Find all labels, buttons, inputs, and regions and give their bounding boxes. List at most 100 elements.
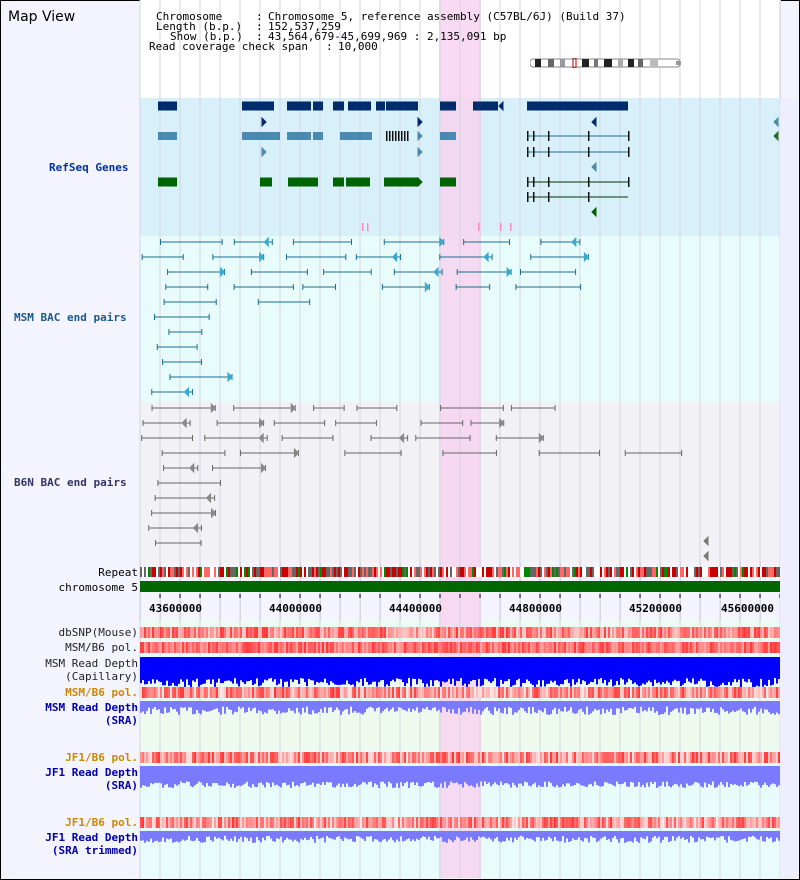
heat-strip — [452, 752, 454, 763]
repeat-mark — [742, 567, 744, 577]
heat-strip — [656, 687, 658, 698]
heat-strip — [480, 817, 482, 828]
heat-strip — [426, 817, 428, 828]
depth-bar — [306, 701, 308, 707]
track-label-msm-bac[interactable]: MSM BAC end pairs — [14, 311, 127, 324]
heat-strip — [636, 687, 638, 698]
track-label-b6n-bac[interactable]: B6N BAC end pairs — [14, 476, 127, 489]
heat-strip — [574, 817, 576, 828]
heat-strip — [484, 752, 486, 763]
depth-bar — [542, 831, 544, 838]
depth-bar — [148, 701, 150, 708]
heat-strip — [260, 642, 262, 653]
heat-strip — [732, 627, 734, 638]
depth-bar — [632, 766, 634, 783]
heat-strip — [622, 817, 624, 828]
repeat-mark — [386, 567, 388, 577]
heat-strip — [758, 627, 760, 638]
depth-bar — [254, 701, 256, 708]
heat-strip — [578, 687, 580, 698]
repeat-mark — [162, 567, 164, 577]
track-label-refseq[interactable]: RefSeq Genes — [49, 161, 129, 174]
repeat-mark — [690, 567, 692, 577]
heat-strip — [636, 817, 638, 828]
depth-bar — [674, 831, 676, 841]
depth-bar — [620, 831, 622, 839]
heat-strip — [268, 817, 270, 828]
depth-bar — [452, 831, 454, 843]
depth-bar — [588, 831, 590, 843]
heat-strip — [338, 627, 340, 638]
depth-bar — [670, 701, 672, 712]
heat-strip — [720, 687, 722, 698]
track-label-jf1-depth-1[interactable]: JF1 Read Depth — [45, 766, 138, 779]
heat-strip — [202, 642, 204, 653]
depth-bar — [442, 766, 444, 788]
heat-strip — [154, 627, 156, 638]
heat-strip — [668, 627, 670, 638]
strand-arrow — [591, 161, 597, 173]
track-label-jf1-b6-pol-2[interactable]: JF1/B6 pol. — [65, 816, 138, 829]
heat-strip — [664, 817, 666, 828]
heat-strip — [304, 687, 306, 698]
heat-strip — [528, 627, 530, 638]
track-label-msm-depth-cap[interactable]: MSM Read Depth — [45, 657, 138, 670]
depth-bar — [382, 657, 384, 680]
heat-strip — [494, 817, 496, 828]
track-label-jf1-b6-pol-1[interactable]: JF1/B6 pol. — [65, 751, 138, 764]
heat-strip — [656, 627, 658, 638]
heat-strip — [444, 687, 446, 698]
heat-strip — [388, 642, 390, 653]
heat-strip — [292, 627, 294, 638]
track-label-msm-b6-pol[interactable]: MSM/B6 pol. — [65, 641, 138, 654]
depth-bar — [576, 657, 578, 683]
heat-strip — [186, 642, 188, 653]
depth-bar — [300, 831, 302, 839]
depth-bar — [704, 766, 706, 783]
track-label-msm-b6-pol-sra[interactable]: MSM/B6 pol. — [65, 686, 138, 699]
heat-strip — [540, 752, 542, 763]
depth-bar — [580, 701, 582, 709]
depth-bar — [552, 701, 554, 710]
heat-strip — [462, 687, 464, 698]
depth-bar — [716, 701, 718, 713]
heat-strip — [368, 752, 370, 763]
heat-strip — [478, 752, 480, 763]
heat-strip — [246, 687, 248, 698]
track-label-dbsnp[interactable]: dbSNP(Mouse) — [58, 626, 138, 639]
heat-strip — [412, 752, 414, 763]
heat-strip — [608, 817, 610, 828]
heat-strip — [150, 642, 152, 653]
repeat-mark — [226, 567, 228, 577]
heat-strip — [394, 752, 396, 763]
depth-bar — [664, 701, 666, 713]
depth-bar — [156, 701, 158, 711]
chromosome-ideogram[interactable] — [529, 53, 682, 69]
heat-strip — [454, 687, 456, 698]
track-label-jf1-depth-2[interactable]: JF1 Read Depth — [45, 831, 138, 844]
depth-bar — [514, 766, 516, 786]
repeat-mark — [212, 567, 214, 577]
heat-strip — [490, 752, 492, 763]
depth-bar — [696, 831, 698, 842]
heat-strip — [658, 627, 660, 638]
depth-bar — [514, 657, 516, 685]
depth-bar — [254, 831, 256, 843]
heat-strip — [732, 687, 734, 698]
depth-bar — [142, 831, 144, 841]
heat-strip — [674, 642, 676, 653]
heat-strip — [728, 752, 730, 763]
repeat-mark — [282, 567, 284, 577]
heat-strip — [614, 627, 616, 638]
heat-strip — [730, 627, 732, 638]
track-label-msm-depth-sra[interactable]: MSM Read Depth — [45, 701, 138, 714]
depth-bar — [686, 657, 688, 679]
depth-bar — [404, 701, 406, 711]
track-label-repeat[interactable]: Repeat — [98, 566, 138, 579]
right-margin — [780, 98, 798, 878]
heat-strip — [732, 752, 734, 763]
heat-strip — [474, 817, 476, 828]
heat-strip — [292, 642, 294, 653]
heat-strip — [506, 627, 508, 638]
